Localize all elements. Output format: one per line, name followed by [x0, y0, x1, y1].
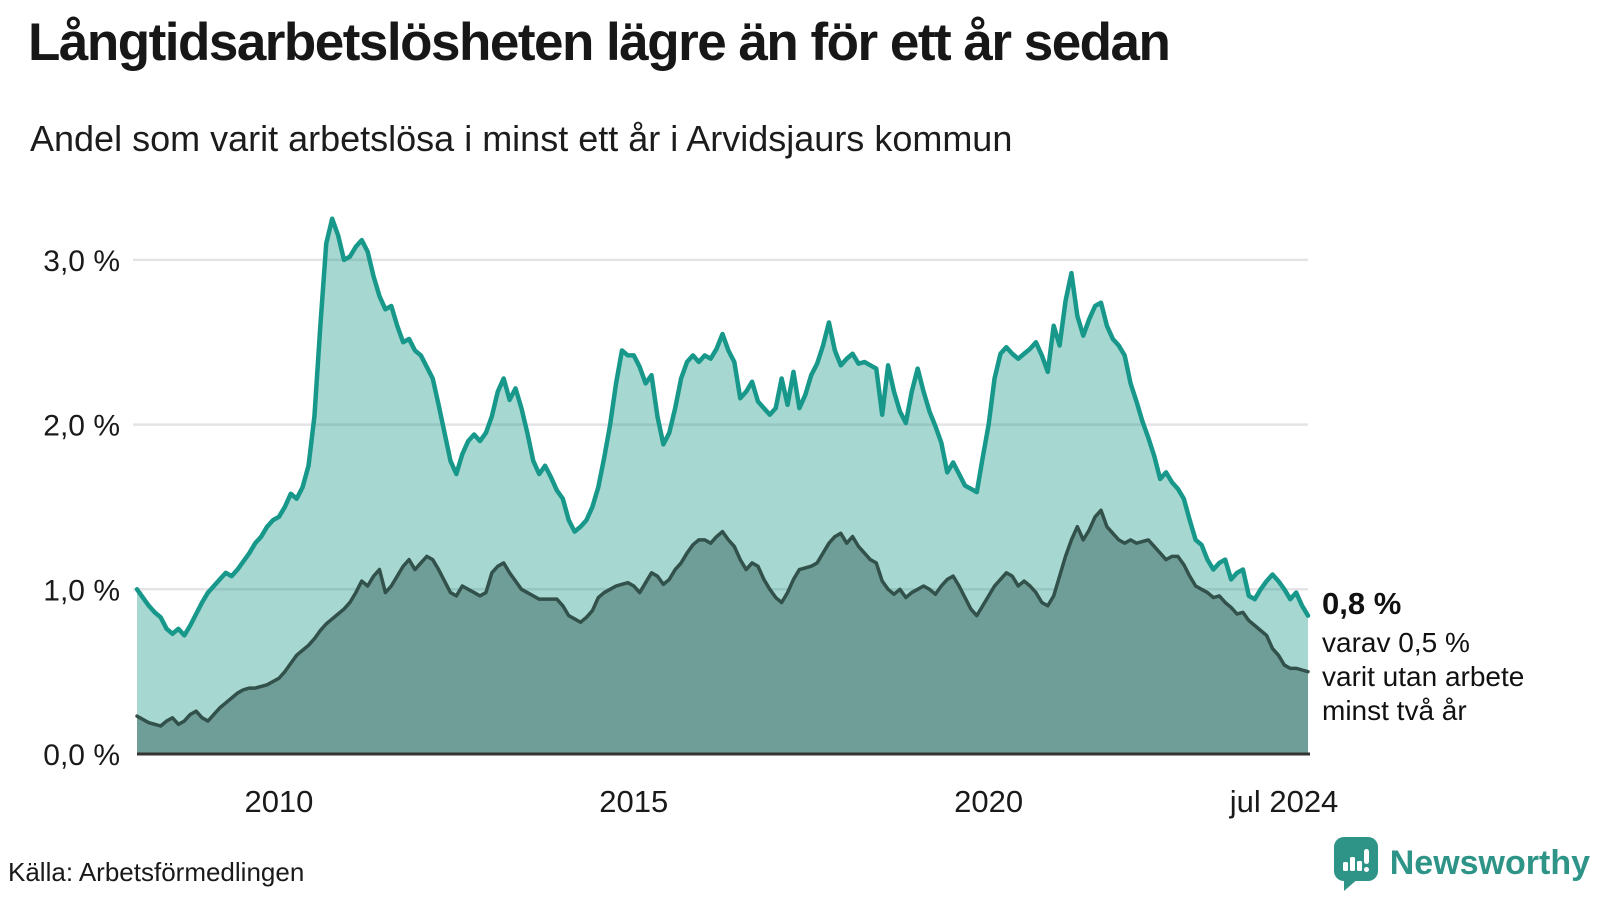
y-tick-0: 0,0 % — [43, 739, 120, 772]
line-minst-ett-år — [134, 216, 1311, 638]
speech-bubble-bar-chart-icon — [1332, 835, 1380, 891]
y-tick-3: 3,0 % — [43, 245, 120, 278]
annotation-line-1: varav 0,5 % — [1322, 627, 1470, 658]
x-tick-2010: 2010 — [244, 784, 313, 819]
x-tick-2015: 2015 — [599, 784, 668, 819]
page-title: Långtidsarbetslösheten lägre än för ett … — [28, 13, 1171, 72]
y-tick-2: 2,0 % — [43, 410, 120, 443]
annotation-line-3: minst två år — [1322, 695, 1467, 726]
last-value-headline: 0,8 % — [1322, 586, 1402, 621]
line-minst-två-år — [135, 508, 1310, 728]
page-subtitle: Andel som varit arbetslösa i minst ett å… — [30, 118, 1013, 159]
annotation-line-2: varit utan arbete — [1322, 661, 1525, 692]
y-tick-1: 1,0 % — [43, 574, 120, 607]
x-tick-2020: 2020 — [954, 784, 1023, 819]
newsworthy-logo: Newsworthy — [1332, 835, 1590, 891]
area-minst-två-år — [137, 510, 1308, 754]
newsworthy-wordmark: Newsworthy — [1389, 843, 1590, 882]
x-tick-jul-2024: jul 2024 — [1229, 784, 1339, 819]
last-value-annotation: 0,8 % varav 0,5 % varit utan arbete mins… — [1322, 586, 1524, 728]
source-caption: Källa: Arbetsförmedlingen — [8, 857, 305, 887]
